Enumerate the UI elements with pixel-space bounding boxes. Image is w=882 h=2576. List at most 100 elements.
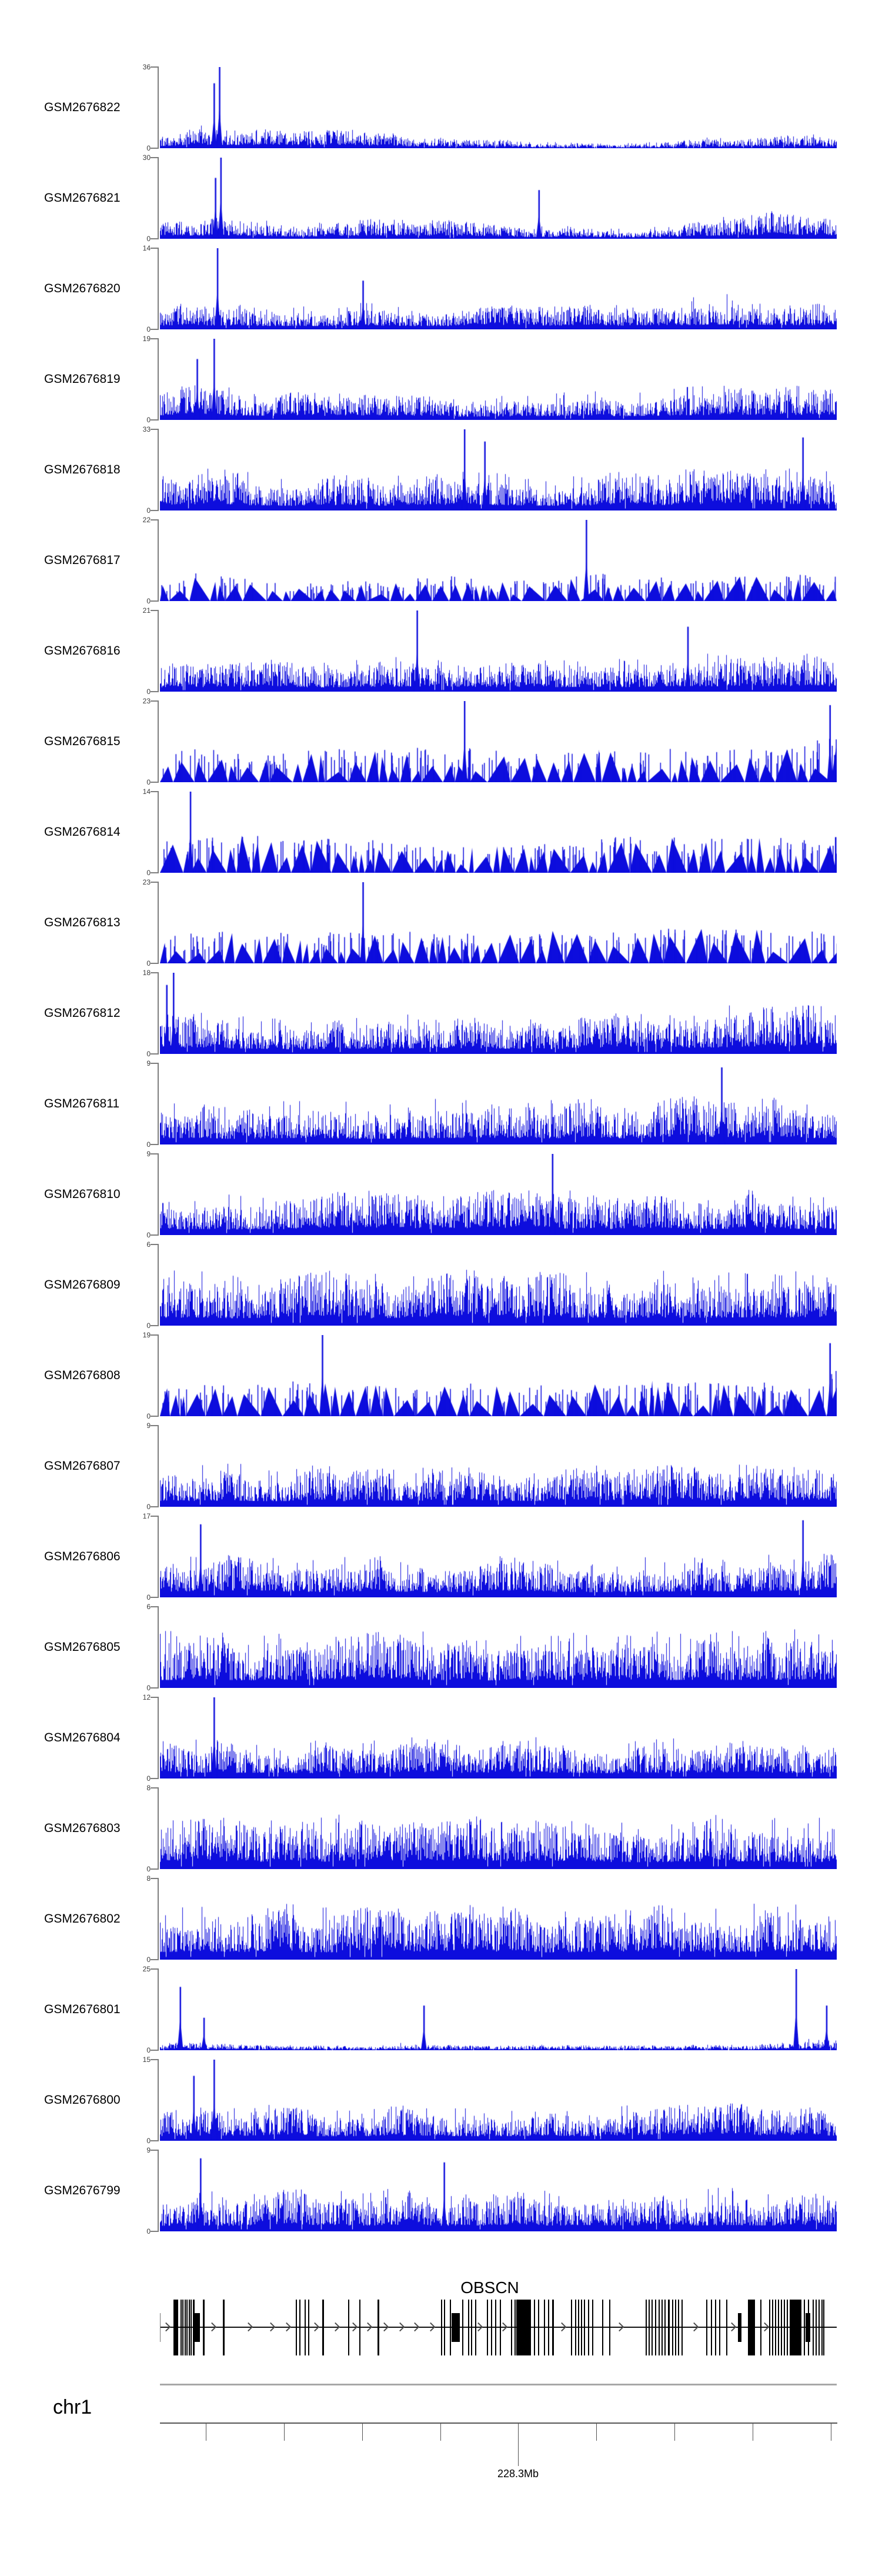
exon-block xyxy=(748,2300,755,2355)
strand-arrow-icon xyxy=(760,2322,770,2332)
exon-block xyxy=(581,2300,582,2355)
ruler-minor-tick xyxy=(596,2423,597,2441)
coverage-signal xyxy=(160,973,837,1054)
strand-arrow-icon xyxy=(348,2322,358,2332)
yaxis-max-label: 17 xyxy=(142,1512,151,1520)
yaxis-zero-label: 0 xyxy=(146,597,151,605)
exon-block xyxy=(652,2300,653,2355)
coverage-signal xyxy=(160,520,837,601)
exon-block xyxy=(808,2300,809,2355)
exon-block xyxy=(813,2300,814,2355)
yaxis-line xyxy=(158,2150,159,2231)
yaxis-line xyxy=(158,1063,159,1144)
yaxis-line xyxy=(158,1244,159,1326)
yaxis-zero-tick xyxy=(151,691,159,692)
yaxis-max-tick xyxy=(151,1787,159,1788)
ruler-minor-tick xyxy=(440,2423,441,2441)
yaxis-zero-label: 0 xyxy=(146,144,151,152)
strand-arrow-icon xyxy=(557,2322,567,2332)
track-label: GSM2676801 xyxy=(44,2003,121,2016)
yaxis-zero-tick xyxy=(151,2050,159,2051)
exon-block xyxy=(468,2300,469,2355)
yaxis-zero-label: 0 xyxy=(146,1140,151,1149)
exon-block xyxy=(575,2300,576,2355)
yaxis-zero-label: 0 xyxy=(146,2046,151,2054)
yaxis-zero-label: 0 xyxy=(146,2137,151,2145)
yaxis-line xyxy=(158,973,159,1054)
yaxis-line xyxy=(158,248,159,329)
yaxis-line xyxy=(158,2060,159,2141)
yaxis-max-tick xyxy=(151,791,159,792)
yaxis-max-tick xyxy=(151,66,159,68)
yaxis-zero-label: 0 xyxy=(146,688,151,696)
exon-block xyxy=(194,2313,200,2342)
exon-block xyxy=(348,2300,349,2355)
yaxis-max-label: 19 xyxy=(142,335,151,343)
coverage-signal xyxy=(160,1878,837,1960)
exon-block xyxy=(322,2300,324,2355)
exon-block xyxy=(646,2300,647,2355)
yaxis-zero-label: 0 xyxy=(146,1684,151,1692)
yaxis-max-tick xyxy=(151,1516,159,1517)
exon-block xyxy=(450,2300,451,2355)
yaxis-max-tick xyxy=(151,2150,159,2151)
yaxis-zero-tick xyxy=(151,1959,159,1960)
exon-block xyxy=(377,2300,379,2355)
exon-block xyxy=(299,2300,300,2355)
track-label: GSM2676809 xyxy=(44,1278,121,1292)
strand-arrow-icon xyxy=(727,2322,737,2332)
exon-block xyxy=(491,2300,492,2355)
track-label: GSM2676805 xyxy=(44,1640,121,1654)
yaxis-zero-tick xyxy=(151,238,159,239)
exon-block xyxy=(790,2300,791,2355)
coverage-signal xyxy=(160,429,837,510)
yaxis-line xyxy=(158,1335,159,1416)
track-label: GSM2676808 xyxy=(44,1369,121,1382)
track-label: GSM2676816 xyxy=(44,644,121,658)
exon-block xyxy=(791,2300,801,2355)
exon-block xyxy=(784,2300,785,2355)
yaxis-zero-tick xyxy=(151,510,159,511)
track-label: GSM2676818 xyxy=(44,463,121,476)
strand-arrow-icon xyxy=(207,2322,217,2332)
exon-block xyxy=(359,2300,360,2355)
yaxis-line xyxy=(158,1516,159,1597)
yaxis-max-label: 12 xyxy=(142,1693,151,1701)
exon-block xyxy=(444,2300,445,2355)
coverage-signal xyxy=(160,792,837,873)
yaxis-max-label: 14 xyxy=(142,244,151,252)
exon-block xyxy=(452,2313,460,2342)
track-label: GSM2676821 xyxy=(44,191,121,205)
yaxis-max-tick xyxy=(151,1425,159,1426)
exon-block xyxy=(678,2300,679,2355)
exon-block xyxy=(193,2300,195,2355)
yaxis-zero-label: 0 xyxy=(146,1865,151,1873)
coverage-signal xyxy=(160,882,837,963)
yaxis-zero-label: 0 xyxy=(146,506,151,515)
exon-block xyxy=(781,2300,782,2355)
yaxis-max-tick xyxy=(151,157,159,158)
coverage-signal xyxy=(160,1697,837,1778)
yaxis-zero-tick xyxy=(151,2140,159,2141)
ruler-major-tick xyxy=(518,2423,519,2466)
yaxis-max-tick xyxy=(151,1878,159,1879)
exon-block xyxy=(173,2300,178,2355)
track-label: GSM2676817 xyxy=(44,553,121,567)
track-label: GSM2676822 xyxy=(44,101,121,114)
yaxis-zero-tick xyxy=(151,1506,159,1507)
ruler-minor-tick xyxy=(362,2423,363,2441)
coverage-signal xyxy=(160,701,837,782)
yaxis-max-tick xyxy=(151,2059,159,2060)
exon-block xyxy=(592,2300,593,2355)
yaxis-zero-tick xyxy=(151,1053,159,1055)
yaxis-max-tick xyxy=(151,972,159,973)
exon-block xyxy=(775,2300,776,2355)
exon-block xyxy=(514,2300,516,2355)
exon-block xyxy=(296,2300,297,2355)
yaxis-zero-label: 0 xyxy=(146,1956,151,1964)
track-label: GSM2676804 xyxy=(44,1731,121,1744)
yaxis-zero-tick xyxy=(151,600,159,602)
exon-block xyxy=(475,2300,476,2355)
yaxis-max-tick xyxy=(151,1606,159,1607)
